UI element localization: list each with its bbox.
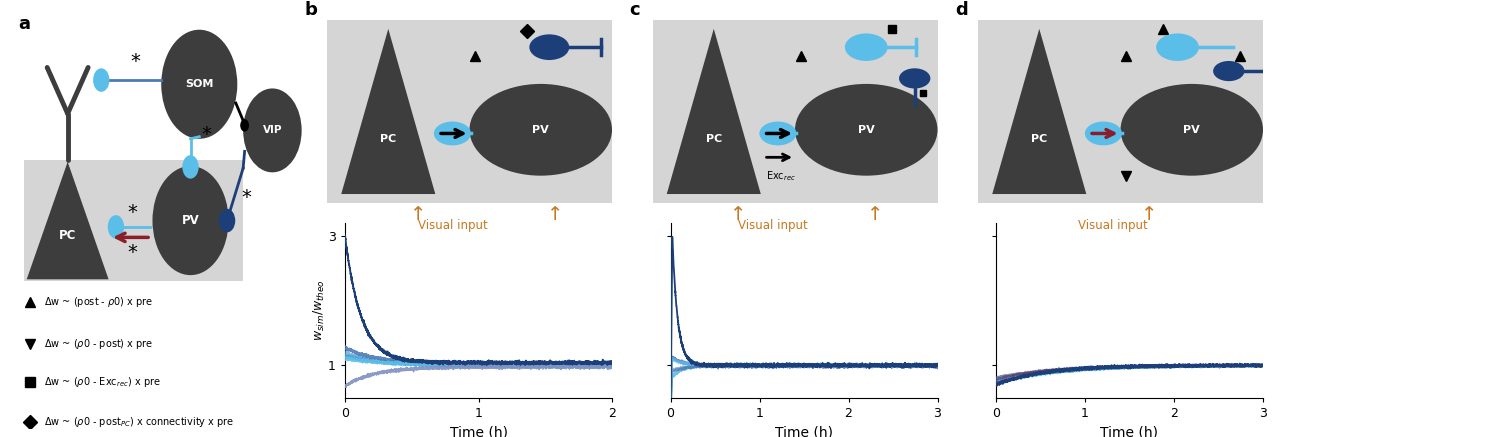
Circle shape	[530, 35, 570, 60]
Text: PC: PC	[705, 134, 722, 144]
Text: a: a	[18, 15, 30, 33]
X-axis label: Time (h): Time (h)	[450, 425, 507, 437]
Circle shape	[1214, 61, 1245, 81]
Circle shape	[759, 121, 796, 146]
Text: VIP: VIP	[262, 125, 282, 135]
Text: d: d	[956, 1, 968, 19]
X-axis label: Time (h): Time (h)	[1101, 425, 1158, 437]
Text: ↑: ↑	[1142, 205, 1156, 224]
Text: PV: PV	[182, 214, 200, 227]
Polygon shape	[666, 29, 760, 194]
Text: *: *	[242, 188, 250, 207]
Circle shape	[153, 166, 228, 275]
FancyBboxPatch shape	[652, 20, 938, 203]
Text: *: *	[128, 203, 136, 222]
Text: Visual input: Visual input	[419, 218, 488, 232]
Text: SOM: SOM	[184, 79, 213, 89]
Text: $\Delta$w ~ ($\rho$0 - post) x pre: $\Delta$w ~ ($\rho$0 - post) x pre	[45, 337, 153, 351]
Circle shape	[219, 209, 236, 232]
Text: PV: PV	[1184, 125, 1200, 135]
Circle shape	[844, 33, 888, 61]
Circle shape	[108, 215, 124, 239]
Circle shape	[1120, 84, 1263, 176]
Circle shape	[898, 68, 930, 88]
FancyBboxPatch shape	[327, 20, 612, 203]
Circle shape	[1084, 121, 1122, 146]
Text: $\Delta$w ~ ($\rho$0 - post$_{PC}$) x connectivity x pre: $\Delta$w ~ ($\rho$0 - post$_{PC}$) x co…	[45, 415, 234, 429]
Text: Exc$_{rec}$: Exc$_{rec}$	[765, 169, 796, 183]
Text: Visual input: Visual input	[1077, 218, 1148, 232]
Text: ↑: ↑	[548, 205, 562, 224]
Text: $\Delta$w ~ (post - $\rho$0) x pre: $\Delta$w ~ (post - $\rho$0) x pre	[45, 295, 153, 309]
Text: ↑: ↑	[730, 205, 746, 224]
Text: ↑: ↑	[867, 205, 883, 224]
Text: $\Delta$w ~ ($\rho$0 - Exc$_{rec}$) x pre: $\Delta$w ~ ($\rho$0 - Exc$_{rec}$) x pr…	[45, 375, 160, 389]
Circle shape	[240, 119, 249, 132]
Text: PC: PC	[58, 229, 76, 242]
Text: Visual input: Visual input	[738, 218, 807, 232]
Text: b: b	[304, 1, 316, 19]
Circle shape	[470, 84, 612, 176]
Text: ↑: ↑	[410, 205, 426, 224]
Circle shape	[795, 84, 938, 176]
Circle shape	[93, 68, 110, 92]
Polygon shape	[340, 29, 435, 194]
Polygon shape	[27, 162, 108, 279]
Circle shape	[183, 155, 198, 179]
FancyBboxPatch shape	[978, 20, 1263, 203]
Text: c: c	[630, 1, 640, 19]
Y-axis label: $w_{sim}/w_{theo}$: $w_{sim}/w_{theo}$	[312, 279, 327, 341]
Text: PV: PV	[858, 125, 874, 135]
Circle shape	[433, 121, 471, 146]
Circle shape	[243, 88, 302, 172]
Circle shape	[1156, 33, 1198, 61]
X-axis label: Time (h): Time (h)	[776, 425, 832, 437]
Text: PC: PC	[380, 134, 396, 144]
Polygon shape	[993, 29, 1086, 194]
Text: PV: PV	[532, 125, 549, 135]
Text: *: *	[130, 52, 140, 71]
Circle shape	[162, 30, 237, 139]
FancyBboxPatch shape	[24, 160, 243, 281]
Text: *: *	[201, 125, 211, 144]
Text: PC: PC	[1030, 134, 1047, 144]
Text: *: *	[128, 243, 136, 262]
